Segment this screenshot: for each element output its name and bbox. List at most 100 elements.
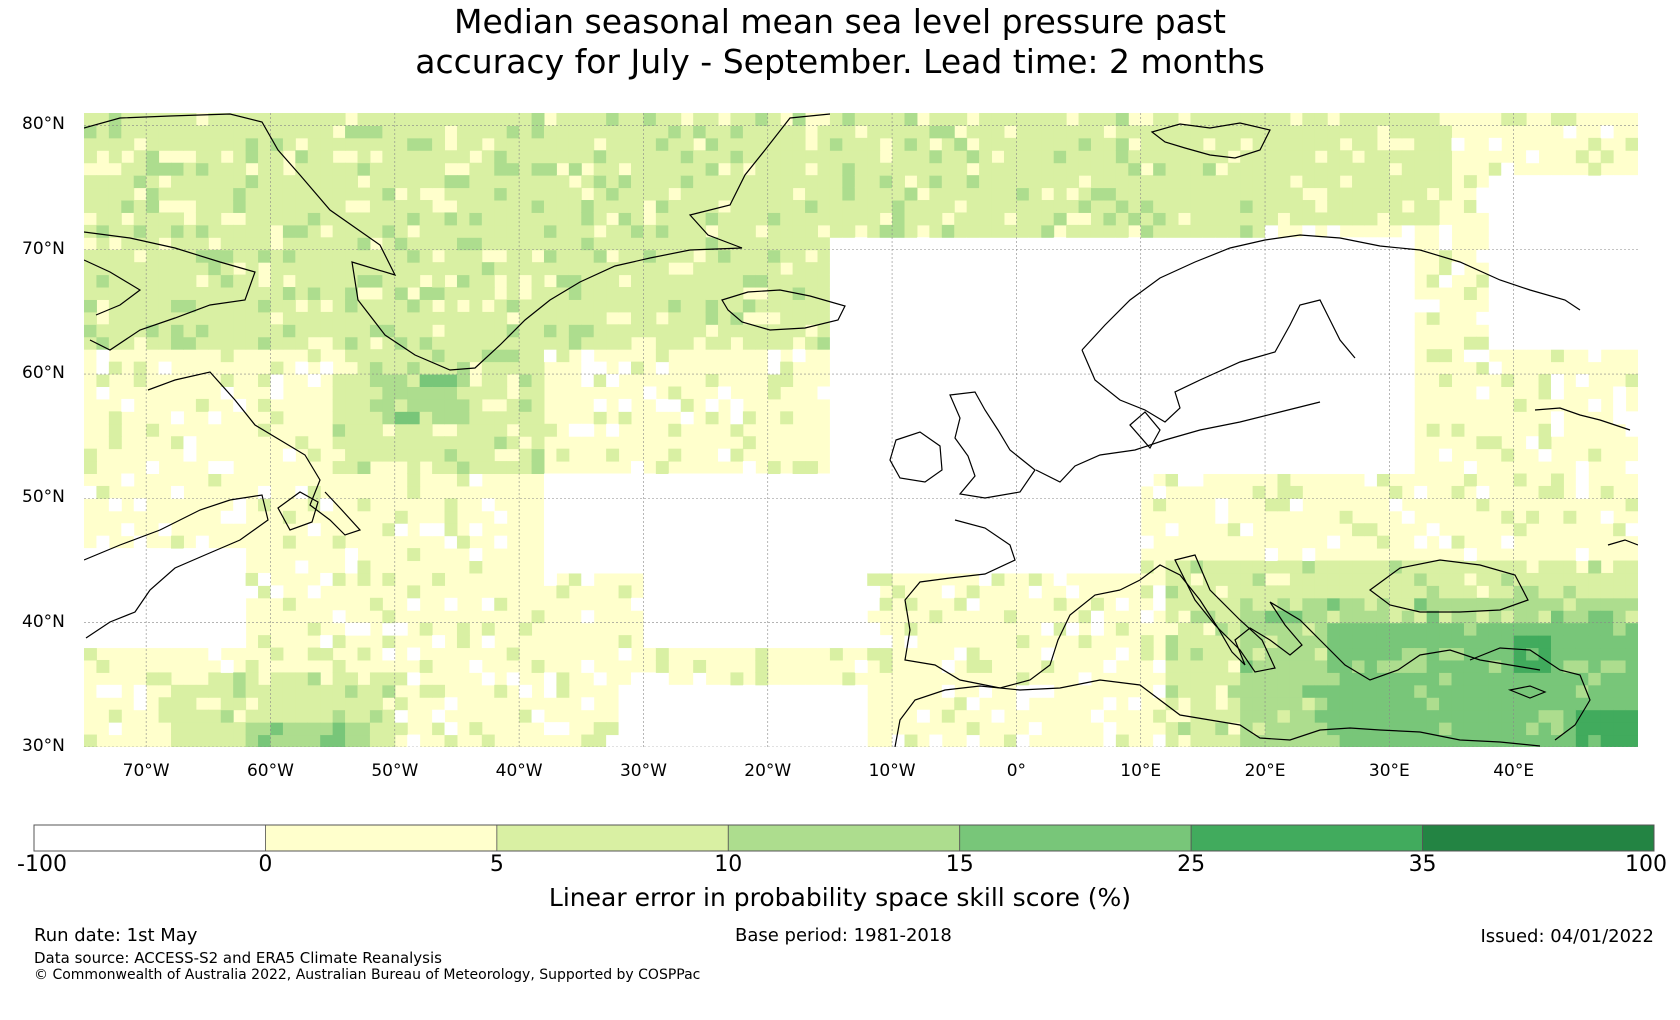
skill-cell xyxy=(631,597,644,611)
skill-cell xyxy=(606,374,620,387)
skill-cell xyxy=(84,324,97,338)
skill-cell xyxy=(195,125,209,139)
skill-cell xyxy=(258,299,271,313)
skill-cell xyxy=(618,548,632,562)
skill-cell xyxy=(171,697,184,711)
skill-cell xyxy=(270,249,284,263)
skill-cell xyxy=(394,336,408,350)
skill-cell xyxy=(519,113,533,126)
skill-cell xyxy=(494,349,508,363)
skill-cell xyxy=(432,361,446,375)
skill-cell xyxy=(220,374,234,387)
skill-cell xyxy=(220,622,234,636)
skill-cell xyxy=(531,336,545,350)
skill-cell xyxy=(643,324,657,338)
skill-cell xyxy=(307,262,321,276)
skill-cell xyxy=(394,212,408,226)
skill-cell xyxy=(444,311,458,325)
skill-cell xyxy=(394,349,408,363)
skill-cell xyxy=(556,672,570,686)
skill-cell xyxy=(357,311,371,325)
skill-cell xyxy=(456,249,470,263)
skill-cell xyxy=(171,187,184,201)
skill-cell xyxy=(494,535,508,549)
skill-cell xyxy=(543,423,557,437)
skill-cell xyxy=(108,125,122,139)
skill-cell xyxy=(258,684,271,698)
skill-cell xyxy=(382,224,396,238)
skill-cell xyxy=(606,237,620,251)
skill-cell xyxy=(643,262,657,276)
skill-cell xyxy=(332,386,346,400)
skill-cell xyxy=(96,597,110,611)
skill-cell xyxy=(369,361,383,375)
skill-cell xyxy=(158,262,172,276)
skill-cell xyxy=(419,311,433,325)
skill-cell xyxy=(171,597,184,611)
skill-cell xyxy=(108,610,122,624)
skill-cell xyxy=(332,287,346,300)
skill-cell xyxy=(382,411,396,425)
skill-cell xyxy=(469,224,483,238)
skill-cell xyxy=(96,336,110,350)
skill-cell xyxy=(208,734,222,747)
skill-cell xyxy=(606,485,620,499)
skill-cell xyxy=(220,510,234,524)
skill-cell xyxy=(593,498,607,512)
skill-cell xyxy=(456,423,470,437)
skill-cell xyxy=(606,113,620,126)
skill-cell xyxy=(233,175,247,189)
skill-cell xyxy=(332,535,346,549)
skill-cell xyxy=(382,212,396,226)
skill-cell xyxy=(270,386,284,400)
skill-cell xyxy=(618,585,632,599)
skill-cell xyxy=(519,150,533,164)
skill-cell xyxy=(121,585,135,599)
skill-cell xyxy=(407,299,421,313)
skill-cell xyxy=(481,274,495,288)
skill-cell xyxy=(208,262,222,276)
skill-cell xyxy=(618,299,632,313)
skill-cell xyxy=(543,187,557,201)
skill-cell xyxy=(195,237,209,251)
skill-cell xyxy=(618,722,632,736)
skill-cell xyxy=(394,175,408,189)
skill-cell xyxy=(382,175,396,189)
skill-cell xyxy=(419,361,433,375)
skill-cell xyxy=(233,137,247,151)
skill-cell xyxy=(382,249,396,263)
skill-cell xyxy=(481,113,495,126)
skill-cell xyxy=(543,510,557,524)
skill-cell xyxy=(208,722,222,736)
skill-cell xyxy=(146,597,160,611)
skill-cell xyxy=(593,361,607,375)
skill-cell xyxy=(556,262,570,276)
skill-cell xyxy=(531,436,545,450)
skill-cell xyxy=(108,585,122,599)
skill-cell xyxy=(195,200,209,213)
colorbar-segment xyxy=(265,824,498,852)
skill-cell xyxy=(233,299,247,313)
colorbar-tick-label: 10 xyxy=(714,852,743,877)
skill-cell xyxy=(295,125,309,139)
skill-cell xyxy=(543,560,557,574)
skill-cell xyxy=(282,249,296,263)
skill-cell xyxy=(108,311,122,325)
skill-cell xyxy=(183,187,197,201)
skill-cell xyxy=(643,697,657,711)
skill-cell xyxy=(345,436,358,450)
skill-cell xyxy=(121,548,135,562)
skill-cell xyxy=(419,287,433,300)
skill-cell xyxy=(158,187,172,201)
skill-cell xyxy=(469,560,483,574)
skill-cell xyxy=(332,200,346,213)
skill-cell xyxy=(133,175,147,189)
skill-cell xyxy=(133,224,147,238)
skill-cell xyxy=(519,125,533,139)
skill-cell xyxy=(245,672,259,686)
skill-cell xyxy=(357,262,371,276)
skill-cell xyxy=(133,287,147,300)
skill-cell xyxy=(96,610,110,624)
skill-cell xyxy=(618,498,632,512)
skill-cell xyxy=(345,336,358,350)
